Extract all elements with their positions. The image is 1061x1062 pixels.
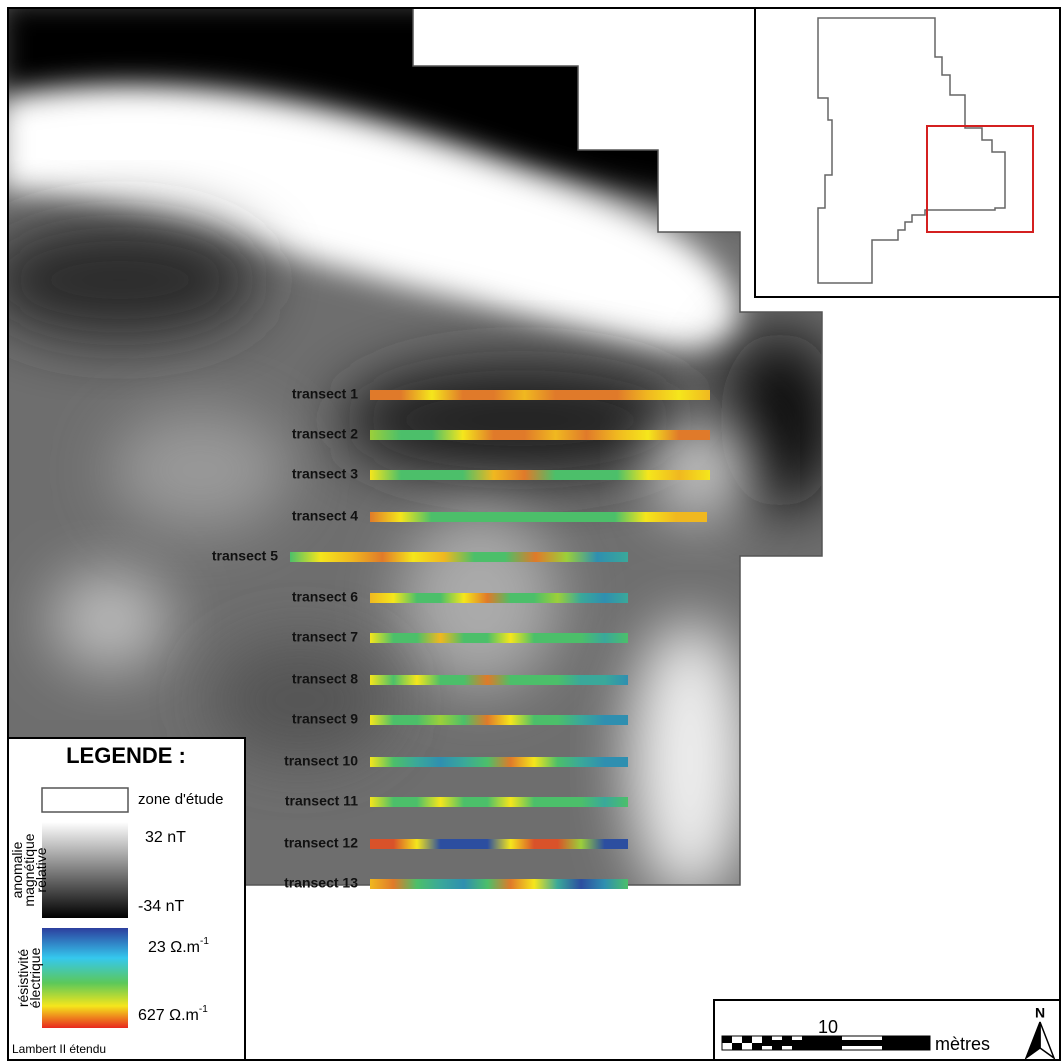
- legend-magnetic-min: -34 nT: [138, 898, 184, 915]
- transect-label: transect 3: [292, 466, 358, 482]
- legend-zone: zone d'étude: [138, 791, 223, 808]
- inset-map: [755, 8, 1060, 297]
- transect-label: transect 9: [292, 711, 358, 727]
- legend: LEGENDE : zone d'étude anomalie magnétiq…: [8, 738, 245, 1060]
- scale-label: 10: [818, 1017, 838, 1037]
- scale-bar: 10 mètres N: [714, 1000, 1060, 1060]
- label-text: 23 Ω.m: [148, 939, 200, 956]
- transect-label: transect 1: [292, 386, 358, 402]
- legend-magnetic-max: 32 nT: [145, 829, 186, 846]
- transect-label: transect 7: [292, 629, 358, 645]
- scale-cell: [722, 1036, 732, 1043]
- label-exponent: -1: [200, 936, 209, 947]
- transect-line: [370, 390, 710, 400]
- scale-cell: [732, 1043, 742, 1050]
- label-exponent: -1: [199, 1004, 208, 1015]
- north-label: N: [1035, 1005, 1045, 1021]
- transect-label: transect 4: [292, 508, 358, 524]
- map: transect 1 transect 2 transect 3 transect 4…: [0, 0, 1061, 1062]
- scale-cell: [842, 1040, 882, 1046]
- transect-label: transect 2: [292, 426, 358, 442]
- legend-resistivity-title: électrique: [27, 947, 43, 1008]
- scale-cell: [762, 1040, 802, 1046]
- legend-resistivity-max: 627 Ω.m-1: [138, 1004, 208, 1025]
- transect-line: [370, 839, 628, 849]
- transect-line: [370, 633, 628, 643]
- scale-cell: [742, 1036, 752, 1043]
- transect-label: transect 6: [292, 589, 358, 605]
- scale-unit: mètres: [935, 1034, 990, 1054]
- scale-cell: [802, 1036, 842, 1050]
- transect-line: [370, 675, 628, 685]
- legend-title: LEGENDE :: [66, 743, 186, 768]
- transect-label: transect 13: [284, 875, 358, 891]
- scale-cell: [882, 1036, 930, 1050]
- label-text: 627 Ω.m: [138, 1007, 199, 1024]
- transect-line: [370, 430, 710, 440]
- transect-line: [370, 879, 628, 889]
- transect-line: [370, 593, 628, 603]
- transect-label: transect 5: [212, 548, 278, 564]
- transect-line: [370, 512, 707, 522]
- transect-line: [290, 552, 628, 562]
- transect-label: transect 12: [284, 835, 358, 851]
- scale-cell: [752, 1043, 762, 1050]
- transect-label: transect 11: [285, 793, 358, 809]
- transect-line: [370, 797, 628, 807]
- transect-line: [370, 757, 628, 767]
- transect-label: transect 10: [284, 753, 358, 769]
- legend-magnetic-title: relative: [33, 847, 49, 892]
- transect-line: [370, 470, 710, 480]
- transect-label: transect 8: [292, 671, 358, 687]
- transect-line: [370, 715, 628, 725]
- projection: Lambert II étendu: [12, 1042, 106, 1056]
